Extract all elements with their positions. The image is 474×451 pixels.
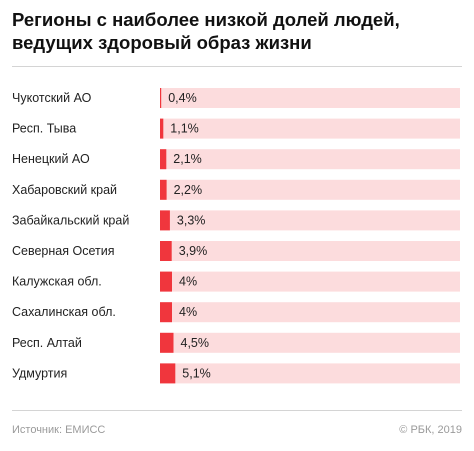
bar	[160, 332, 174, 353]
bar-track	[160, 118, 460, 139]
bar-row: Удмуртия 5,1%	[12, 363, 460, 384]
bar	[160, 302, 172, 323]
category-label: Хабаровский край	[12, 183, 117, 197]
bar-row: Забайкальский край 3,3%	[12, 210, 460, 231]
value-label: 4%	[179, 275, 197, 289]
value-label: 2,1%	[173, 152, 202, 166]
bar-track	[160, 241, 460, 261]
bar-track	[160, 271, 460, 292]
bar	[160, 363, 176, 384]
bar-row: Хабаровский край 2,2%	[12, 179, 460, 200]
bar-track	[160, 210, 460, 231]
category-label: Респ. Алтай	[12, 336, 82, 350]
bar-track	[160, 149, 460, 170]
bar-track	[160, 363, 460, 384]
bar-track	[160, 88, 460, 108]
value-label: 0,4%	[168, 91, 197, 105]
bar-track	[160, 179, 460, 200]
category-label: Ненецкий АО	[12, 152, 90, 166]
value-label: 4,5%	[181, 336, 210, 350]
value-label: 3,3%	[177, 213, 206, 227]
chart-title: Регионы с наиболее низкой долей людей, в…	[12, 9, 400, 53]
category-label: Северная Осетия	[12, 244, 114, 258]
value-label: 2,2%	[174, 183, 203, 197]
bar-track	[160, 332, 460, 353]
category-label: Респ. Тыва	[12, 122, 76, 136]
bar	[160, 149, 167, 170]
bar-row: Калужская обл. 4%	[12, 271, 460, 292]
bar-row: Ненецкий АО 2,1%	[12, 149, 460, 170]
bar	[160, 241, 172, 261]
bar	[160, 118, 164, 139]
category-label: Удмуртия	[12, 366, 67, 380]
copyright-credit: © РБК, 2019	[399, 424, 462, 436]
top-divider	[12, 66, 462, 67]
bar	[160, 210, 170, 231]
category-label: Сахалинская обл.	[12, 305, 116, 319]
category-label: Забайкальский край	[12, 213, 129, 227]
value-label: 5,1%	[182, 366, 211, 380]
source-note: Источник: ЕМИСС	[12, 424, 106, 436]
bar-track	[160, 302, 460, 323]
value-label: 1,1%	[170, 122, 199, 136]
category-label: Чукотский АО	[12, 91, 92, 105]
bottom-divider	[12, 410, 462, 411]
value-label: 4%	[179, 305, 197, 319]
bar-row: Респ. Тыва 1,1%	[12, 118, 460, 139]
bar-row: Сахалинская обл. 4%	[12, 302, 460, 323]
bar-row: Респ. Алтай 4,5%	[12, 332, 460, 353]
bar	[160, 88, 162, 108]
bar	[160, 271, 172, 292]
bar-row: Чукотский АО 0,4%	[12, 88, 460, 108]
bar	[160, 179, 167, 200]
bar-row: Северная Осетия 3,9%	[12, 241, 460, 261]
value-label: 3,9%	[179, 244, 208, 258]
category-label: Калужская обл.	[12, 275, 102, 289]
